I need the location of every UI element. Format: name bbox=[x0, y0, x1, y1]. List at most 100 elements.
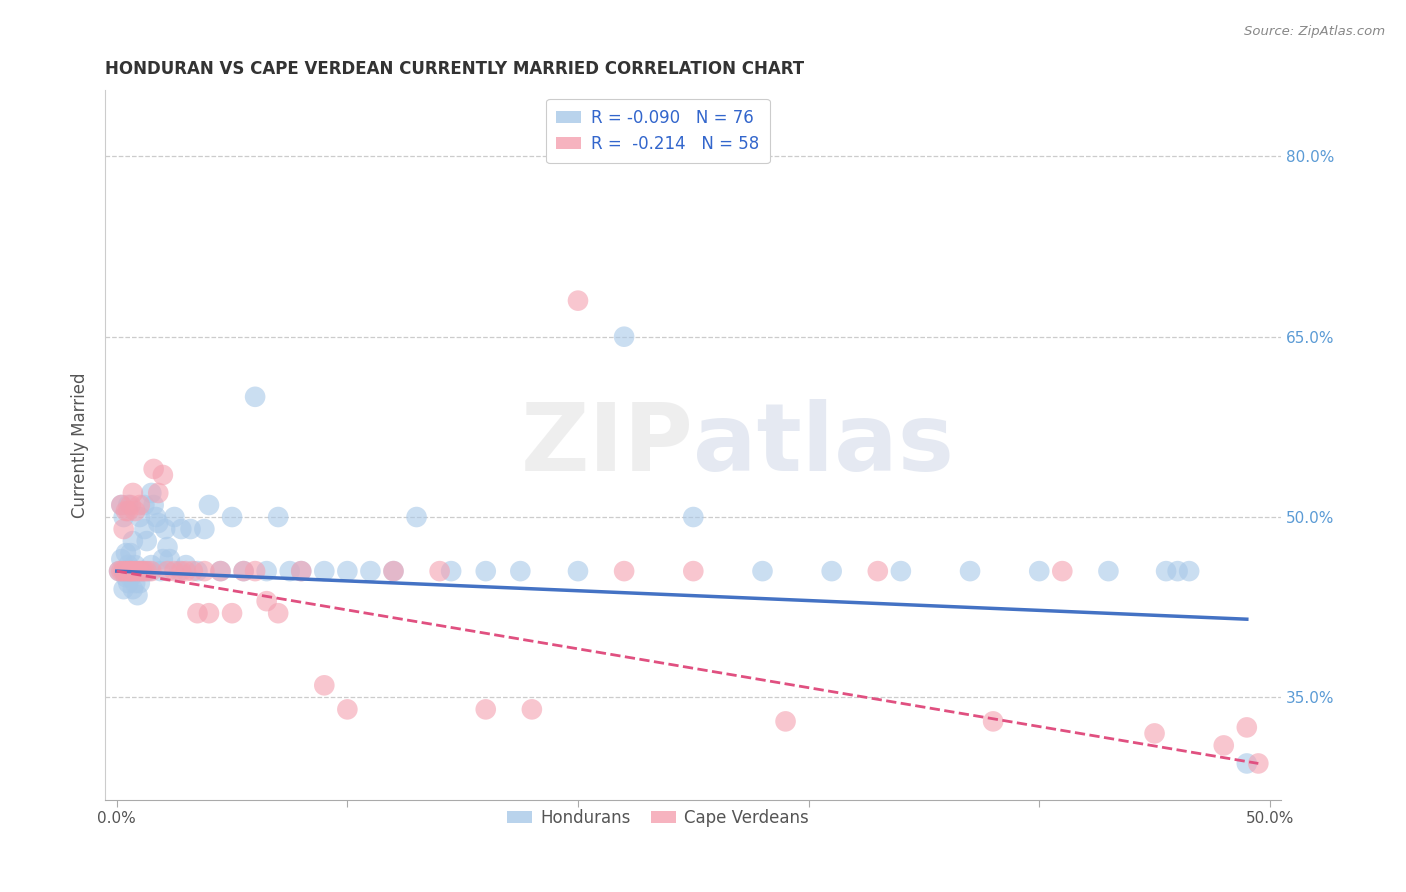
Point bbox=[134, 564, 156, 578]
Point bbox=[117, 576, 139, 591]
Point bbox=[567, 564, 589, 578]
Point bbox=[509, 564, 531, 578]
Point bbox=[122, 534, 145, 549]
Point bbox=[115, 504, 138, 518]
Point bbox=[117, 558, 139, 573]
Point bbox=[117, 564, 139, 578]
Point bbox=[278, 564, 301, 578]
Point bbox=[209, 564, 232, 578]
Point bbox=[1028, 564, 1050, 578]
Text: HONDURAN VS CAPE VERDEAN CURRENTLY MARRIED CORRELATION CHART: HONDURAN VS CAPE VERDEAN CURRENTLY MARRI… bbox=[105, 60, 804, 78]
Point bbox=[359, 564, 381, 578]
Point bbox=[110, 564, 132, 578]
Text: atlas: atlas bbox=[693, 399, 955, 491]
Point bbox=[336, 702, 359, 716]
Point bbox=[1167, 564, 1189, 578]
Point bbox=[232, 564, 254, 578]
Point bbox=[141, 558, 163, 573]
Point bbox=[232, 564, 254, 578]
Point bbox=[115, 546, 138, 560]
Point bbox=[149, 564, 172, 578]
Point bbox=[115, 570, 138, 584]
Point bbox=[110, 552, 132, 566]
Point bbox=[120, 570, 142, 584]
Point bbox=[267, 606, 290, 620]
Point bbox=[382, 564, 405, 578]
Point bbox=[267, 510, 290, 524]
Point bbox=[474, 702, 496, 716]
Point bbox=[159, 552, 181, 566]
Point bbox=[127, 564, 149, 578]
Point bbox=[775, 714, 797, 729]
Point bbox=[112, 564, 135, 578]
Point bbox=[142, 462, 165, 476]
Point bbox=[751, 564, 773, 578]
Point bbox=[290, 564, 312, 578]
Point bbox=[152, 552, 174, 566]
Point bbox=[135, 534, 157, 549]
Point bbox=[1097, 564, 1119, 578]
Point bbox=[1236, 720, 1258, 734]
Point bbox=[866, 564, 889, 578]
Point bbox=[890, 564, 912, 578]
Point bbox=[1178, 564, 1201, 578]
Point bbox=[112, 582, 135, 596]
Point bbox=[127, 588, 149, 602]
Point bbox=[170, 564, 193, 578]
Point bbox=[138, 564, 160, 578]
Point bbox=[124, 558, 146, 573]
Point bbox=[122, 564, 145, 578]
Point bbox=[122, 564, 145, 578]
Point bbox=[110, 498, 132, 512]
Point bbox=[120, 498, 142, 512]
Point bbox=[131, 564, 153, 578]
Point bbox=[117, 498, 139, 512]
Point bbox=[243, 564, 266, 578]
Point bbox=[174, 564, 197, 578]
Legend: Hondurans, Cape Verdeans: Hondurans, Cape Verdeans bbox=[501, 803, 815, 834]
Point bbox=[1212, 739, 1234, 753]
Point bbox=[108, 564, 131, 578]
Point bbox=[256, 594, 278, 608]
Point bbox=[314, 678, 336, 692]
Point bbox=[821, 564, 844, 578]
Point bbox=[124, 564, 146, 578]
Point bbox=[520, 702, 543, 716]
Point bbox=[336, 564, 359, 578]
Point bbox=[108, 564, 131, 578]
Text: ZIP: ZIP bbox=[520, 399, 693, 491]
Point bbox=[193, 564, 215, 578]
Point bbox=[163, 510, 186, 524]
Point bbox=[141, 486, 163, 500]
Point bbox=[221, 510, 243, 524]
Point bbox=[405, 510, 427, 524]
Point bbox=[110, 498, 132, 512]
Point bbox=[134, 522, 156, 536]
Point bbox=[131, 564, 153, 578]
Point bbox=[120, 546, 142, 560]
Point bbox=[127, 564, 149, 578]
Point bbox=[682, 564, 704, 578]
Point bbox=[1154, 564, 1177, 578]
Point bbox=[170, 522, 193, 536]
Y-axis label: Currently Married: Currently Married bbox=[72, 372, 89, 517]
Point bbox=[135, 564, 157, 578]
Point bbox=[112, 564, 135, 578]
Point bbox=[112, 510, 135, 524]
Point bbox=[474, 564, 496, 578]
Point bbox=[148, 516, 170, 530]
Point bbox=[128, 498, 150, 512]
Point bbox=[209, 564, 232, 578]
Point bbox=[122, 486, 145, 500]
Point bbox=[156, 564, 179, 578]
Point bbox=[1052, 564, 1074, 578]
Point bbox=[152, 467, 174, 482]
Point bbox=[134, 498, 156, 512]
Point bbox=[163, 564, 186, 578]
Point bbox=[142, 498, 165, 512]
Point bbox=[613, 329, 636, 343]
Point bbox=[1247, 756, 1270, 771]
Point bbox=[256, 564, 278, 578]
Point bbox=[120, 564, 142, 578]
Point bbox=[186, 564, 208, 578]
